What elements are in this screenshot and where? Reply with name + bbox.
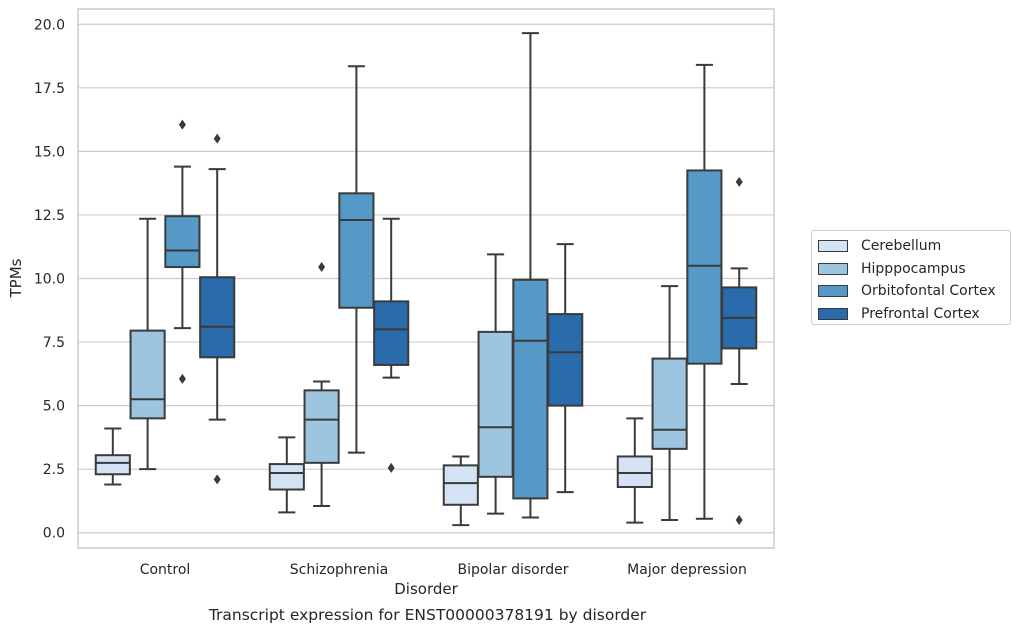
box-hipppocampus: [129, 217, 166, 471]
box-cerebellum: [616, 417, 653, 524]
box-iqr: [268, 463, 305, 491]
chart-caption: Transcript expression for ENST0000037819…: [208, 606, 647, 624]
box-iqr: [373, 300, 410, 366]
y-tick-label: 17.5: [34, 81, 65, 97]
box-cerebellum: [442, 455, 479, 527]
box-iqr: [616, 455, 653, 488]
y-tick-label: 20.0: [34, 17, 65, 33]
y-tick-label: 2.5: [43, 462, 65, 478]
y-tick-label: 12.5: [34, 208, 65, 224]
box-prefrontal-cortex: [547, 243, 584, 494]
y-tick-label: 0.0: [43, 526, 65, 542]
outlier-point: [387, 462, 395, 473]
legend-label: Prefrontal Cortex: [861, 305, 980, 322]
legend: Cerebellum Hipppocampus Orbitofontal Corte…: [811, 230, 1011, 325]
box-iqr: [199, 276, 236, 359]
x-tick-label: Major depression: [627, 562, 747, 578]
y-tick-label: 5.0: [43, 399, 65, 415]
box-iqr: [129, 329, 166, 420]
legend-item: Hipppocampus: [818, 258, 1004, 281]
box-cerebellum: [268, 436, 305, 514]
box-orbitofontal-cortex: [338, 65, 375, 454]
legend-swatch: [818, 307, 848, 320]
box-hipppocampus: [303, 262, 340, 508]
box-iqr: [94, 454, 131, 476]
box-hipppocampus: [477, 253, 514, 515]
legend-label: Hipppocampus: [861, 260, 966, 277]
box-iqr: [547, 313, 584, 407]
box-iqr: [686, 169, 723, 365]
legend-swatch: [818, 240, 848, 253]
box-iqr: [338, 192, 375, 309]
box-iqr: [164, 215, 201, 269]
y-axis-ticks: 0.0 2.5 5.0 7.5 10.0 12.5 15.0 17.5 20.0: [34, 17, 65, 541]
x-tick-label: Control: [140, 562, 191, 578]
legend-label: Cerebellum: [861, 238, 942, 255]
x-tick-label: Schizophrenia: [290, 562, 388, 578]
outlier-point: [318, 262, 326, 273]
legend-label: Orbitofontal Cortex: [861, 283, 996, 300]
box-prefrontal-cortex: [721, 176, 758, 526]
boxes: [94, 32, 758, 527]
box-hipppocampus: [651, 285, 688, 522]
gridlines: [78, 23, 774, 534]
outlier-point: [178, 119, 186, 130]
x-tick-label: Bipolar disorder: [457, 562, 568, 578]
y-tick-label: 7.5: [43, 335, 65, 351]
outlier-point: [213, 133, 221, 144]
box-orbitofontal-cortex: [686, 63, 723, 520]
box-orbitofontal-cortex: [164, 119, 201, 384]
outlier-point: [178, 373, 186, 384]
box-cerebellum: [94, 427, 131, 486]
outlier-point: [213, 474, 221, 485]
y-tick-label: 15.0: [34, 144, 65, 160]
box-iqr: [477, 330, 514, 478]
x-axis-label: Disorder: [394, 580, 458, 598]
box-prefrontal-cortex: [373, 217, 410, 473]
box-orbitofontal-cortex: [512, 32, 549, 519]
x-axis-ticks: Control Schizophrenia Bipolar disorder Majo…: [140, 562, 747, 578]
outlier-point: [735, 515, 743, 526]
box-iqr: [442, 464, 479, 506]
y-tick-label: 10.0: [34, 272, 65, 288]
box-prefrontal-cortex: [199, 133, 236, 485]
plot-area-frame: [77, 8, 775, 549]
legend-item: Cerebellum: [818, 235, 1004, 258]
legend-item: Orbitofontal Cortex: [818, 280, 1004, 303]
legend-swatch: [818, 285, 848, 298]
box-iqr: [651, 357, 688, 450]
legend-item: Prefrontal Cortex: [818, 303, 1004, 326]
y-axis-label: TPMs: [7, 258, 25, 298]
box-iqr: [512, 278, 549, 500]
legend-swatch: [818, 262, 848, 275]
outlier-point: [735, 176, 743, 187]
box-iqr: [303, 389, 340, 464]
